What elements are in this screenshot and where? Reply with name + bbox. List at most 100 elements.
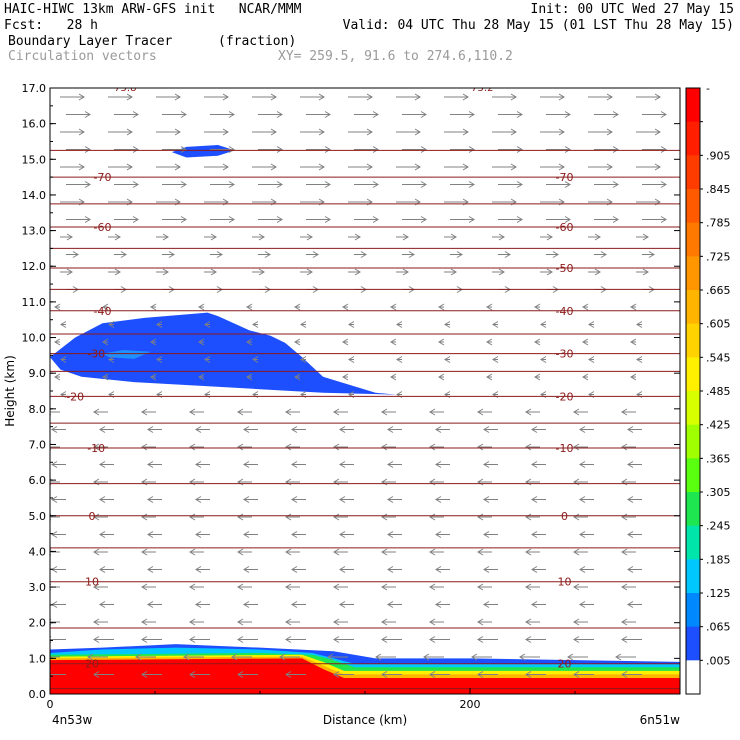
wind-vector-head [93, 513, 100, 521]
wind-vector-head [135, 653, 142, 661]
colorbar-label: .785 [706, 217, 731, 230]
wind-vector-head [621, 513, 628, 521]
wind-vector-head [621, 548, 628, 556]
wind-vector-head [654, 163, 661, 171]
wind-vector-head [294, 303, 301, 311]
wind-vector-head [195, 426, 202, 433]
wind-vector-head [660, 181, 667, 188]
wind-vector-head [531, 461, 538, 468]
wind-vector-head [396, 321, 403, 328]
wind-vector-head [564, 181, 571, 188]
x-tick-label: 200 [460, 698, 481, 711]
wind-vector-head [189, 548, 196, 556]
wind-vector-head [621, 636, 628, 643]
wind-vector-head [102, 373, 109, 381]
wind-vector-head [510, 128, 517, 136]
wind-vector-head [423, 653, 430, 661]
wind-vector-head [492, 321, 499, 328]
wind-vector-head [276, 216, 283, 223]
wind-vector-head [498, 268, 505, 276]
contour-label: 0 [89, 510, 96, 523]
wind-vector-head [387, 461, 394, 468]
wind-vector-head [621, 618, 628, 626]
wind-vector-head [372, 146, 379, 153]
wind-vector-head [462, 128, 469, 136]
contour-label: 10 [558, 576, 572, 589]
wind-vector-head [573, 408, 580, 416]
wind-vector-head [531, 566, 538, 573]
wind-vector-head [606, 93, 613, 101]
y-tick-label: 7.0 [29, 438, 47, 451]
wind-vector-head [621, 583, 628, 591]
wind-vector-head [573, 513, 580, 521]
wind-vector-head [147, 531, 154, 538]
wind-vector-head [180, 181, 187, 188]
wind-vector-head [531, 496, 538, 503]
wind-vector-head [525, 671, 532, 678]
colorbar-swatch [686, 458, 700, 493]
wind-vector-head [150, 373, 157, 381]
contour-label: -10 [556, 442, 574, 455]
wind-vector-head [579, 601, 586, 608]
y-tick-label: 1.0 [29, 652, 47, 665]
wind-vector-head [324, 181, 331, 188]
colorbar-label: .725 [706, 250, 731, 263]
wind-vector-head [414, 128, 421, 136]
wind-vector-head [108, 321, 115, 328]
wind-vector-head [483, 496, 490, 503]
y-tick-label: 16.0 [22, 118, 47, 131]
wind-vector-head [222, 163, 229, 171]
wind-vector-head [189, 618, 196, 626]
wind-vector-head [333, 548, 340, 556]
wind-vector-head [654, 93, 661, 101]
wind-vector-head [564, 111, 571, 118]
colorbar-label: .125 [706, 587, 731, 600]
wind-vector-head [438, 373, 445, 381]
wind-vector-head [594, 268, 601, 276]
wind-vector-head [93, 408, 100, 416]
wind-vector-head [327, 653, 334, 661]
wind-vector-head [132, 216, 139, 223]
colorbar-label: .365 [706, 452, 731, 465]
wind-vector-head [84, 181, 91, 188]
wind-vector-head [477, 513, 484, 521]
wind-vector-head [477, 408, 484, 416]
wind-vector-head [381, 513, 388, 521]
wind-vector-head [429, 408, 436, 416]
wind-vector-head [150, 338, 157, 346]
wind-vector-head [534, 373, 541, 381]
wind-vector-head [195, 531, 202, 538]
wind-vector-head [84, 216, 91, 223]
contour-label: 10 [85, 576, 99, 589]
wind-vector-head [429, 618, 436, 626]
wind-vector-head [246, 303, 253, 311]
colorbar-swatch [686, 525, 700, 560]
wind-vector-head [243, 426, 250, 433]
wind-vector-head [438, 338, 445, 346]
wind-vector-head [162, 233, 169, 241]
x-left-endpoint: 4n53w [52, 713, 93, 727]
contour-label: -40 [556, 305, 574, 318]
y-tick-label: 3.0 [29, 581, 47, 594]
wind-vector-head [492, 356, 499, 363]
wind-vector-head [189, 513, 196, 521]
wind-vector-head [237, 583, 244, 591]
wind-vector-head [291, 566, 298, 573]
header-line2-left: Fcst: 28 h [4, 18, 98, 33]
wind-vector-head [237, 548, 244, 556]
wind-vector-head [558, 128, 565, 136]
wind-vector-head [630, 303, 637, 311]
wind-vector-head [348, 356, 355, 363]
wind-vector-head [276, 181, 283, 188]
wind-vector-head [180, 216, 187, 223]
colorbar-swatch [686, 189, 700, 224]
header-line1-left: HAIC-HIWC 13km ARW-GFS init NCAR/MMM [4, 2, 302, 17]
wind-vector-head [258, 268, 265, 276]
wind-vector-head [414, 163, 421, 171]
wind-vector-head [99, 426, 106, 433]
wind-vector-head [435, 531, 442, 538]
wind-vector-head [387, 601, 394, 608]
wind-vector-head [114, 268, 121, 276]
colorbar-swatch [686, 323, 700, 358]
wind-vector-head [381, 548, 388, 556]
